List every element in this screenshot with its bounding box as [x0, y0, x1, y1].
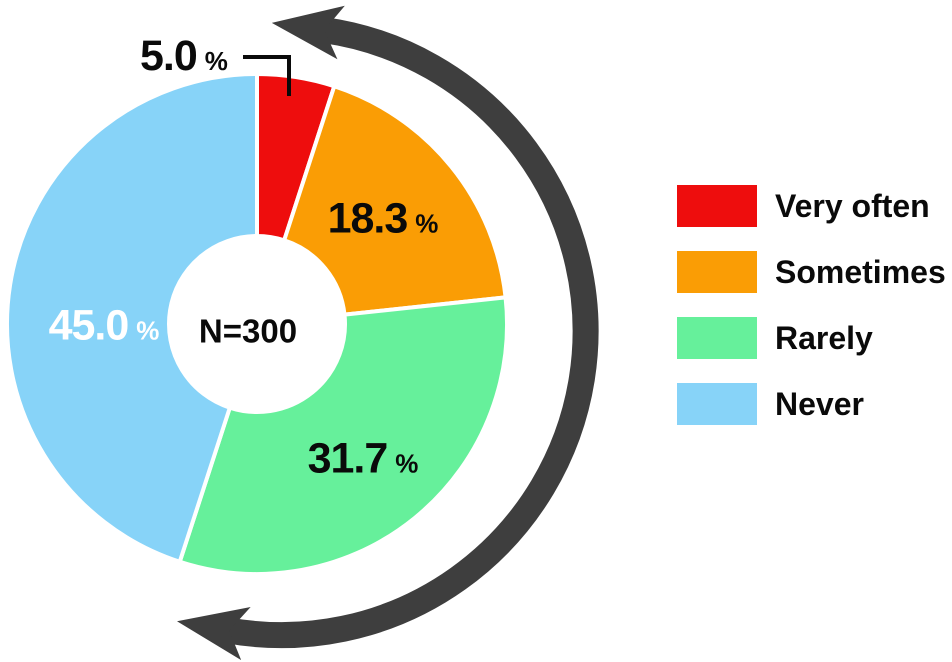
legend-label: Sometimes	[775, 254, 946, 290]
callout-leader-line	[243, 55, 291, 96]
slice-value-label-never: 45.0 %	[48, 301, 160, 350]
legend-label: Very often	[775, 188, 930, 224]
donut-slice-sometimes	[281, 83, 508, 317]
legend-item-very-often: Very often	[677, 185, 946, 227]
donut-slices	[5, 71, 509, 576]
donut-slice-rarely	[177, 295, 509, 576]
legend-swatch	[677, 185, 757, 227]
donut-slice-never	[5, 71, 259, 565]
legend-item-never: Never	[677, 383, 946, 425]
slice-value-label-rarely: 31.7 %	[307, 434, 419, 483]
percent-sign: %	[415, 208, 439, 239]
legend-swatch	[677, 251, 757, 293]
legend-item-rarely: Rarely	[677, 317, 946, 359]
slice-value-number: 45.0	[48, 301, 130, 350]
legend-swatch	[677, 317, 757, 359]
slice-value-number: 18.3	[327, 194, 409, 243]
curved-double-arrow	[176, 5, 599, 661]
slice-value-label-very-often: 5.0 %	[140, 35, 228, 78]
slice-value-label-sometimes: 18.3 %	[327, 194, 439, 243]
legend: Very often Sometimes Rarely Never	[677, 185, 946, 425]
legend-item-sometimes: Sometimes	[677, 251, 946, 293]
percent-sign: %	[136, 315, 160, 346]
sample-size-label: N=300	[198, 312, 298, 350]
percent-sign: %	[395, 448, 419, 479]
legend-label: Never	[775, 386, 864, 422]
legend-label: Rarely	[775, 320, 873, 356]
legend-swatch	[677, 383, 757, 425]
slice-value-number: 31.7	[307, 434, 389, 483]
percent-sign: %	[204, 46, 228, 76]
slice-value-number: 5.0	[140, 32, 198, 80]
